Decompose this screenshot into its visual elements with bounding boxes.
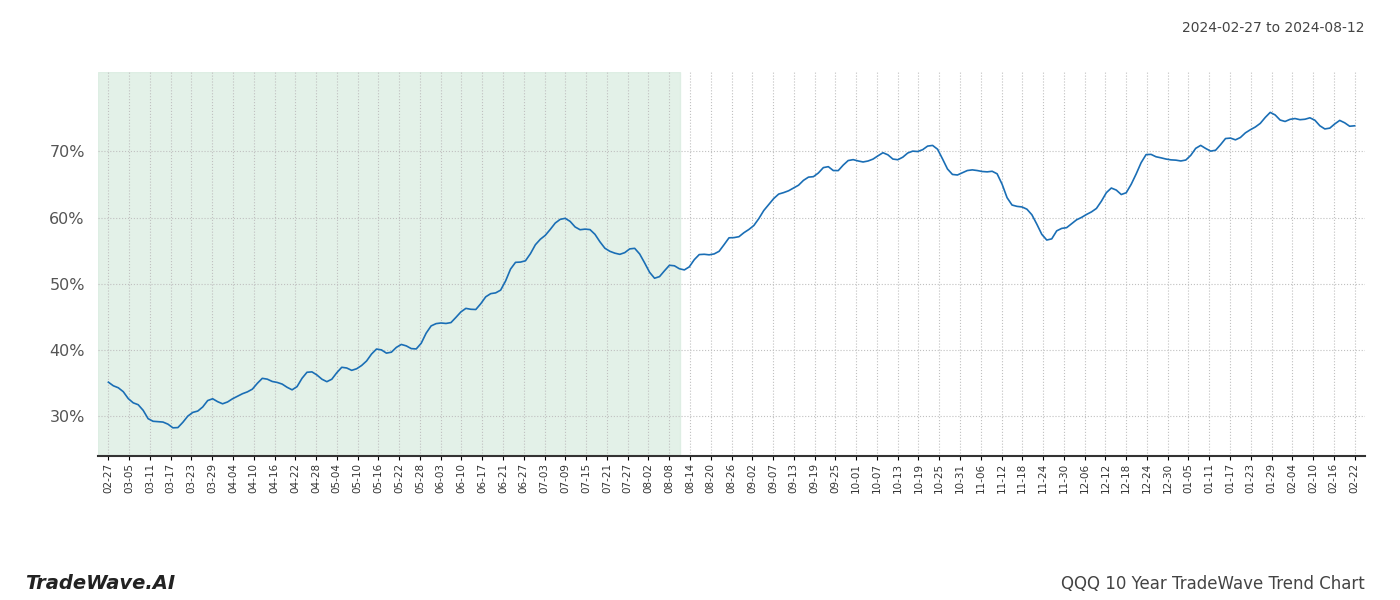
Text: TradeWave.AI: TradeWave.AI bbox=[25, 574, 175, 593]
Text: 2024-02-27 to 2024-08-12: 2024-02-27 to 2024-08-12 bbox=[1183, 21, 1365, 35]
Bar bbox=[98, 72, 679, 456]
Text: QQQ 10 Year TradeWave Trend Chart: QQQ 10 Year TradeWave Trend Chart bbox=[1061, 575, 1365, 593]
